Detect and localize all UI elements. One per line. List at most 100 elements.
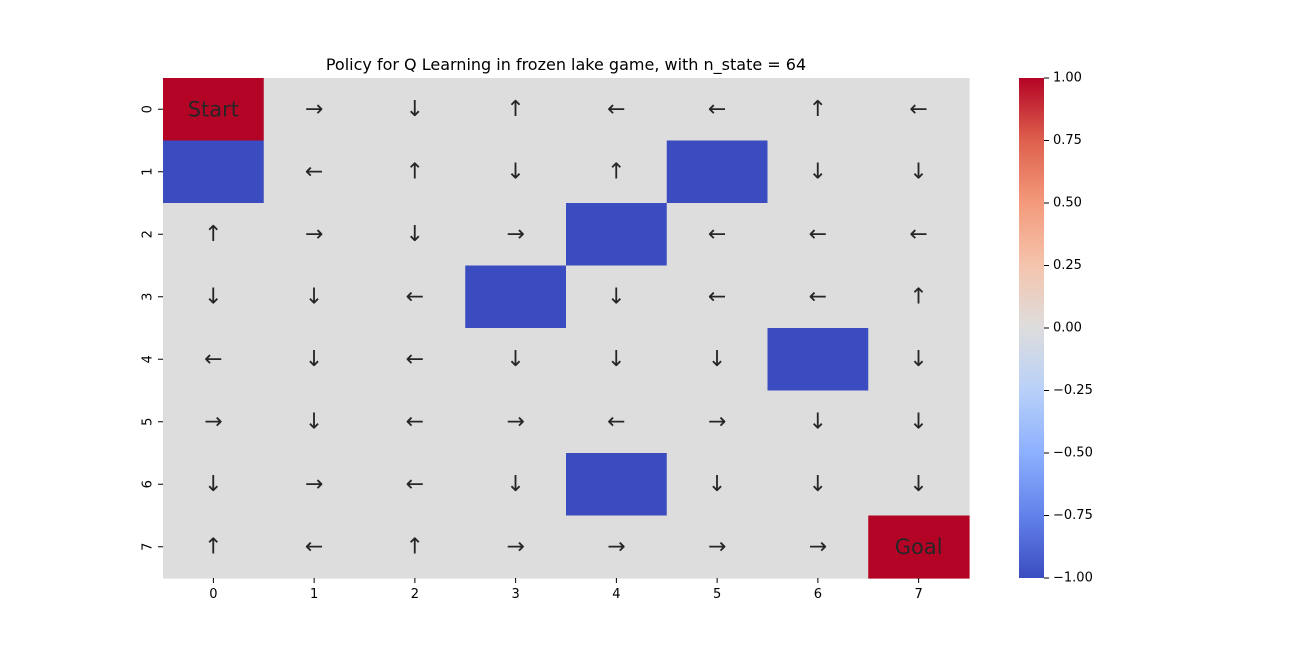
- y-tick-label-0: 0: [141, 105, 156, 113]
- heatmap-cell-r5-c6: [767, 390, 869, 454]
- cell-annotation-r5-c3: →: [506, 409, 524, 434]
- heatmap-cell-r5-c2: [364, 390, 466, 454]
- cell-annotation-r3-c1: ↓: [305, 284, 323, 309]
- heatmap-cell-r5-c5: [666, 390, 769, 454]
- cell-annotation-r2-c3: →: [506, 222, 524, 247]
- heatmap-cells: [163, 78, 970, 579]
- heatmap-cell-r4-c1: [263, 328, 366, 392]
- heatmap-cell-r6-c3: [465, 453, 567, 517]
- cell-annotation-r6-c7: ↓: [909, 472, 927, 497]
- cell-annotation-r0-c7: ←: [909, 97, 927, 122]
- heatmap-cell-r3-c7: [868, 265, 970, 329]
- heatmap-cell-r1-c0: [163, 140, 265, 204]
- heatmap-cell-r7-c4: [566, 515, 668, 579]
- cell-annotation-r1-c4: ↑: [607, 159, 625, 184]
- heatmap-cell-r4-c5: [666, 328, 769, 392]
- heatmap-cell-r5-c1: [263, 390, 366, 454]
- cell-annotation-r0-c0: Start: [188, 97, 239, 121]
- heatmap-cell-r2-c2: [364, 203, 466, 267]
- heatmap-cell-r1-c4: [566, 140, 668, 204]
- heatmap-cell-r2-c6: [767, 203, 869, 267]
- heatmap-cell-r2-c3: [465, 203, 567, 267]
- heatmap-cell-r2-c0: [163, 203, 265, 267]
- cell-annotation-r4-c7: ↓: [909, 347, 927, 372]
- x-tick-label-5: 5: [713, 587, 721, 602]
- colorbar-tick-label-2: 0.50: [1053, 196, 1082, 211]
- cell-annotation-r6-c5: ↓: [708, 472, 726, 497]
- cell-annotation-r5-c7: ↓: [909, 409, 927, 434]
- x-tick-label-1: 1: [310, 587, 318, 602]
- heatmap-cell-r5-c0: [163, 390, 265, 454]
- y-tick-label-5: 5: [141, 418, 156, 426]
- heatmap-cell-r6-c0: [163, 453, 265, 517]
- heatmap-cell-r3-c3: [465, 265, 567, 329]
- cell-annotation-r0-c1: →: [305, 97, 323, 122]
- heatmap-cell-r5-c4: [566, 390, 668, 454]
- cell-annotation-r3-c2: ←: [406, 284, 424, 309]
- heatmap-cell-r0-c1: [263, 78, 366, 142]
- colorbar-tick-label-4: 0.00: [1053, 321, 1082, 336]
- heatmap-cell-r7-c3: [465, 515, 567, 579]
- heatmap-cell-r4-c4: [566, 328, 668, 392]
- colorbar: 1.00 0.75 0.50 0.25 0.00 −0.25 −0.50 −0.75 −1.00: [1019, 71, 1093, 586]
- cell-annotation-r0-c4: ←: [607, 97, 625, 122]
- heatmap-cell-r4-c0: [163, 328, 265, 392]
- cell-annotation-r0-c6: ↑: [809, 97, 827, 122]
- heatmap-cell-r0-c2: [364, 78, 466, 142]
- y-axis: 0 1 2 3 4 5 6 7: [141, 105, 163, 551]
- y-tick-label-3: 3: [141, 293, 156, 301]
- colorbar-tick-label-3: 0.25: [1053, 258, 1082, 273]
- cell-annotation-r4-c0: ←: [204, 347, 222, 372]
- x-tick-label-3: 3: [511, 587, 519, 602]
- cell-annotation-r5-c1: ↓: [305, 409, 323, 434]
- cell-annotation-r0-c2: ↓: [406, 97, 424, 122]
- heatmap-cell-r0-c3: [465, 78, 567, 142]
- heatmap-cell-r3-c1: [263, 265, 366, 329]
- cell-annotation-r6-c6: ↓: [809, 472, 827, 497]
- cell-annotation-r7-c7: Goal: [895, 535, 943, 559]
- cell-annotation-r7-c0: ↑: [204, 534, 222, 559]
- heatmap-cell-r0-c0: [163, 78, 265, 142]
- cell-annotation-r2-c5: ←: [708, 222, 726, 247]
- heatmap-cell-r1-c2: [364, 140, 466, 204]
- x-tick-label-4: 4: [612, 587, 620, 602]
- chart-title: Policy for Q Learning in frozen lake gam…: [326, 55, 806, 75]
- cell-annotation-r3-c7: ↑: [909, 284, 927, 309]
- cell-annotation-r7-c1: ←: [305, 534, 323, 559]
- cell-annotation-r6-c1: →: [305, 472, 323, 497]
- cell-annotation-r3-c5: ←: [708, 284, 726, 309]
- cell-annotation-r3-c4: ↓: [607, 284, 625, 309]
- colorbar-tick-label-1: 0.75: [1053, 133, 1082, 148]
- x-axis: 0 1 2 3 4 5 6 7: [209, 578, 923, 602]
- colorbar-tick-label-0: 1.00: [1053, 71, 1082, 86]
- heatmap-cell-r7-c1: [263, 515, 366, 579]
- heatmap-annotations: Start → ↓ ↑ ← ← ↑ ← ← ↑ ↓ ↑ ↓ ↓ ↑ → ↓ → ← ← ← ↓ ↓ ← ↓ ← ← ↑ ← ↓ ← ↓ ↓ ↓ ↓ →…: [188, 97, 943, 560]
- cell-annotation-r7-c5: →: [708, 534, 726, 559]
- heatmap-cell-r6-c6: [767, 453, 869, 517]
- cell-annotation-r5-c6: ↓: [809, 409, 827, 434]
- cell-annotation-r2-c1: →: [305, 222, 323, 247]
- colorbar-tick-label-8: −1.00: [1053, 571, 1093, 586]
- heatmap-cell-r0-c5: [666, 78, 769, 142]
- cell-annotation-r6-c3: ↓: [506, 472, 524, 497]
- cell-annotation-r3-c6: ←: [809, 284, 827, 309]
- heatmap-cell-r3-c0: [163, 265, 265, 329]
- x-tick-label-7: 7: [914, 587, 922, 602]
- cell-annotation-r1-c3: ↓: [506, 159, 524, 184]
- heatmap-cell-r7-c7: [868, 515, 970, 579]
- heatmap-cell-r5-c3: [465, 390, 567, 454]
- heatmap-cell-r4-c3: [465, 328, 567, 392]
- cell-annotation-r6-c0: ↓: [204, 472, 222, 497]
- heatmap-cell-r0-c4: [566, 78, 668, 142]
- heatmap-cell-r0-c7: [868, 78, 970, 142]
- cell-annotation-r5-c4: ←: [607, 409, 625, 434]
- y-tick-label-6: 6: [141, 480, 156, 488]
- heatmap-cell-r7-c5: [666, 515, 769, 579]
- cell-annotation-r5-c2: ←: [406, 409, 424, 434]
- cell-annotation-r2-c2: ↓: [406, 222, 424, 247]
- cell-annotation-r5-c5: →: [708, 409, 726, 434]
- heatmap-cell-r7-c6: [767, 515, 869, 579]
- cell-annotation-r2-c7: ←: [909, 222, 927, 247]
- cell-annotation-r1-c1: ←: [305, 159, 323, 184]
